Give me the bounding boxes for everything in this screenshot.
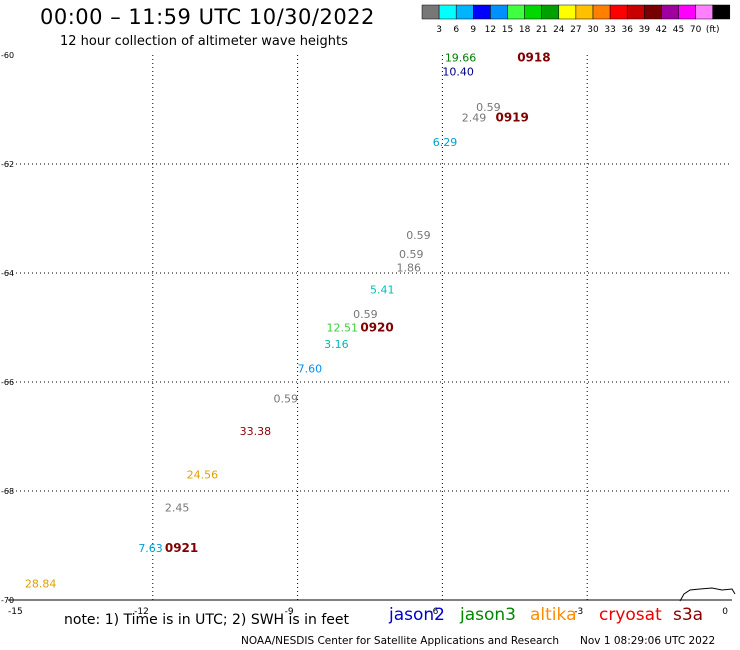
wave-height-label: 28.84 [25, 578, 57, 591]
satellite-s3a: s3a [673, 605, 704, 625]
chart-title: 00:00 – 11:59 UTC 10/30/2022 [40, 5, 375, 29]
wave-height-label: 7.60 [298, 362, 323, 375]
satellite-cryosat: cryosat [599, 605, 662, 625]
colorbar-label: 27 [570, 25, 581, 35]
y-tick-label: -60 [1, 51, 14, 60]
generated-timestamp: Nov 1 08:29:06 UTC 2022 [580, 635, 716, 647]
wave-height-label: 3.16 [324, 338, 349, 351]
footer-note: note: 1) Time is in UTC; 2) SWH is in fe… [64, 612, 350, 628]
wave-height-label: 12.51 [327, 322, 359, 335]
colorbar-label: 6 [453, 25, 459, 35]
y-tick-label: -68 [1, 487, 14, 496]
y-tick-label: -62 [1, 160, 14, 169]
colorbar-label: 36 [621, 25, 633, 35]
colorbar-swatch [712, 4, 731, 20]
x-tick-label: -3 [574, 607, 583, 617]
wave-height-label: 5.41 [370, 283, 395, 296]
wave-height-label: 2.49 [462, 112, 487, 125]
y-tick-label: -64 [1, 269, 14, 278]
satellite-jason2: jason2 [389, 605, 445, 625]
wave-height-label: 6.29 [433, 136, 458, 149]
y-tick-label: -66 [1, 378, 14, 387]
colorbar-label: 18 [519, 25, 531, 35]
colorbar-label: 70 [690, 25, 702, 35]
wave-height-label: 1.86 [397, 262, 422, 275]
wave-height-label: 33.38 [240, 425, 272, 438]
wave-height-label: 7.63 [138, 542, 163, 555]
y-tick-label: -70 [1, 596, 14, 605]
x-tick-label: -15 [8, 607, 23, 617]
x-tick-label: 0 [722, 607, 728, 617]
wave-height-label: 0.59 [399, 248, 424, 261]
colorbar-label: 3 [436, 25, 442, 35]
credit-line: NOAA/NESDIS Center for Satellite Applica… [241, 635, 559, 647]
colorbar-label: 15 [502, 25, 513, 35]
x-tick-label: -12 [134, 607, 149, 617]
wave-height-label: 19.66 [445, 52, 477, 65]
time-marker-label: 0921 [165, 541, 198, 555]
wave-height-label: 2.45 [165, 501, 190, 514]
time-marker-label: 0918 [517, 51, 550, 65]
wave-height-label: 0.59 [273, 392, 298, 405]
wave-height-label: 24.56 [187, 469, 219, 482]
satellite-altika: altika [530, 605, 577, 625]
chart-subtitle: 12 hour collection of altimeter wave hei… [60, 34, 348, 49]
time-marker-label: 0919 [495, 111, 528, 125]
colorbar-label: 30 [587, 25, 599, 35]
colorbar-label: 42 [656, 25, 667, 35]
colorbar-label: 24 [553, 25, 565, 35]
wave-height-label: 0.59 [406, 229, 431, 242]
colorbar-label: (ft) [706, 25, 720, 35]
x-tick-label: -6 [429, 607, 438, 617]
wave-height-label: 0.59 [353, 308, 378, 321]
colorbar-label: 33 [604, 25, 615, 35]
time-marker-label: 0920 [360, 321, 393, 335]
wave-height-label: 10.40 [442, 65, 474, 78]
colorbar-legend: 3 6 9 12 15 18 21 24 27 30 33 36 39 42 45 70 (ft) [421, 4, 731, 35]
coastline-shape [679, 587, 736, 602]
satellite-jason3: jason3 [460, 605, 516, 625]
colorbar-label: 12 [485, 25, 496, 35]
colorbar-label: 45 [673, 25, 684, 35]
colorbar-label: 39 [639, 25, 651, 35]
x-tick-label: -9 [285, 607, 294, 617]
colorbar-label: 21 [536, 25, 547, 35]
wave-height-label: 0.59 [476, 101, 501, 114]
colorbar-label: 9 [470, 25, 476, 35]
